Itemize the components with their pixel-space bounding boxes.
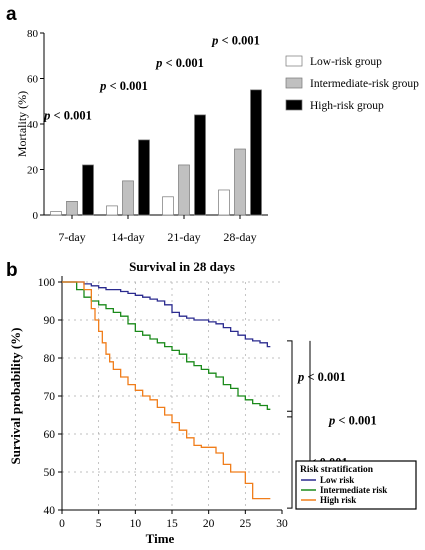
bar-y-tick-label: 0	[33, 210, 39, 222]
bar-low-risk-group-21-day	[162, 196, 174, 216]
bar-y-tick-label: 80	[27, 28, 39, 40]
km-legend-title: Risk stratification	[300, 465, 374, 475]
bar-legend-label: Intermediate-risk group	[310, 78, 419, 90]
bar-legend-swatch	[285, 99, 303, 111]
km-y-tick-label: 90	[44, 315, 56, 327]
bar-p-value-28-day: p < 0.001	[211, 33, 260, 47]
km-y-tick-label: 60	[44, 429, 56, 441]
km-legend-label: High risk	[320, 495, 356, 505]
bar-category-label: 14-day	[111, 230, 144, 244]
km-p-value-low-high: p < 0.001	[328, 414, 377, 428]
km-title: Survival in 28 days	[129, 259, 235, 274]
km-x-tick-label: 10	[130, 518, 142, 530]
km-y-tick-label: 80	[44, 353, 56, 365]
bar-low-risk-group-7-day	[50, 211, 62, 216]
bar-legend-label: High-risk group	[310, 100, 384, 112]
km-curve-low-risk	[62, 281, 271, 348]
bar-category-label: 28-day	[223, 230, 256, 244]
km-y-tick-label: 70	[44, 391, 56, 403]
km-x-tick-label: 30	[276, 518, 288, 530]
km-x-tick-label: 15	[166, 518, 178, 530]
bar-low-risk-group-14-day	[106, 205, 118, 216]
panel-a-label: a	[6, 4, 17, 25]
bar-intermediate-risk-group-14-day	[122, 180, 134, 216]
bar-intermediate-risk-group-21-day	[178, 164, 190, 216]
bar-category-label: 21-day	[167, 230, 200, 244]
km-legend-label: Intermediate risk	[320, 485, 387, 495]
bar-y-tick-label: 20	[27, 165, 39, 177]
bar-y-axis-title: Mortality (%)	[15, 91, 29, 157]
bar-low-risk-group-28-day	[218, 189, 230, 216]
km-bracket-low-int	[287, 340, 293, 418]
km-x-tick-label: 25	[240, 518, 252, 530]
bar-y-tick-label: 40	[27, 119, 39, 131]
bar-legend-label: Low-risk group	[310, 56, 382, 68]
bar-legend-swatch	[285, 55, 303, 67]
bar-p-value-14-day: p < 0.001	[99, 79, 148, 93]
bar-high-risk-group-14-day	[138, 139, 150, 216]
km-x-tick-label: 0	[59, 518, 65, 530]
km-y-tick-label: 50	[44, 467, 56, 479]
km-p-value-low-int: p < 0.001	[297, 370, 346, 384]
bar-legend-swatch	[285, 77, 303, 89]
km-y-axis-title: Survival probability (%)	[8, 327, 23, 464]
km-x-axis-title: Time	[146, 531, 175, 546]
bar-intermediate-risk-group-7-day	[66, 201, 78, 216]
bar-y-tick-label: 60	[27, 74, 39, 86]
bar-p-value-7-day: p < 0.001	[43, 108, 92, 122]
bar-p-value-21-day: p < 0.001	[155, 56, 204, 70]
km-curve-high-risk	[62, 281, 271, 500]
bar-category-label: 7-day	[58, 230, 85, 244]
bar-high-risk-group-28-day	[250, 89, 262, 216]
km-legend-box	[295, 460, 417, 510]
km-x-tick-label: 5	[96, 518, 102, 530]
km-bracket-int-high	[287, 410, 293, 509]
bar-intermediate-risk-group-28-day	[234, 148, 246, 216]
km-curve-intermediate-risk	[62, 281, 271, 410]
km-legend-label: Low risk	[320, 475, 354, 485]
bar-high-risk-group-7-day	[82, 164, 94, 216]
km-y-tick-label: 40	[44, 505, 56, 517]
km-y-tick-label: 100	[38, 277, 56, 289]
km-x-tick-label: 20	[203, 518, 215, 530]
bar-high-risk-group-21-day	[194, 114, 206, 216]
panel-b-label: b	[6, 260, 18, 281]
